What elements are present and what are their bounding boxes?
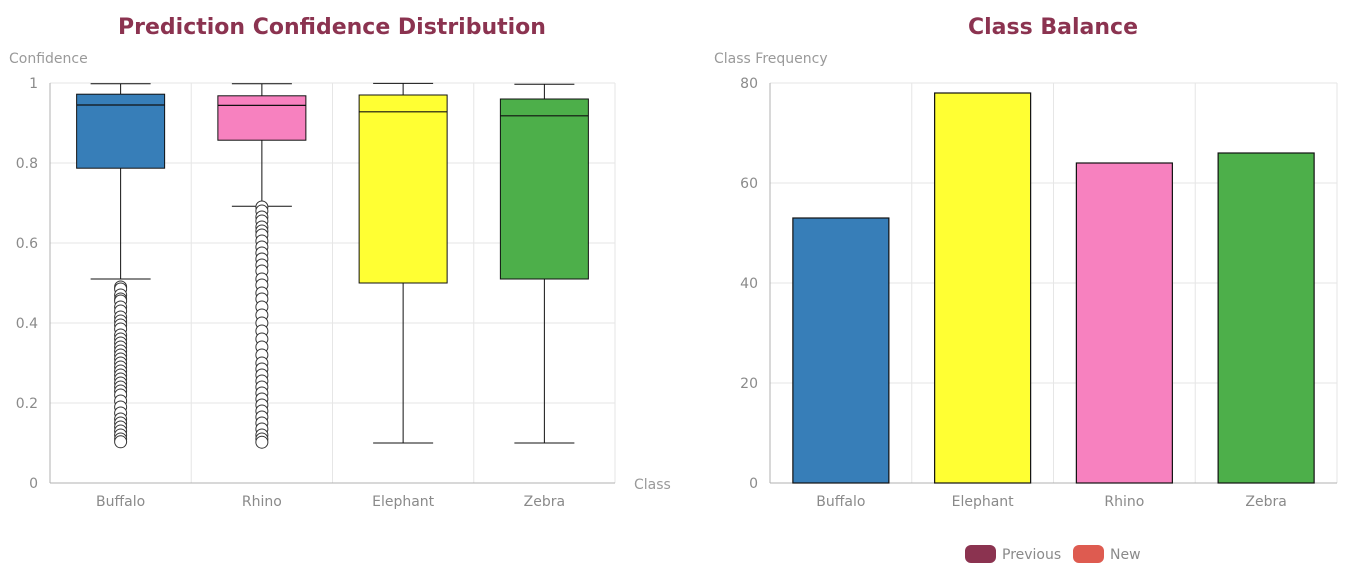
bar-xtick-buffalo: Buffalo: [816, 494, 865, 510]
bar-chart-ylabel: Class Frequency: [714, 51, 828, 67]
box-ytick-label: 0.2: [16, 396, 38, 412]
legend-label-previous[interactable]: Previous: [1002, 547, 1061, 563]
bar-buffalo[interactable]: [792, 217, 890, 484]
legend: Previous New: [965, 545, 1141, 563]
box-xtick-buffalo: Buffalo: [96, 494, 145, 510]
box-ytick-label: 1: [29, 76, 38, 92]
bar-rhino[interactable]: [1075, 162, 1173, 484]
box-chart-ylabel: Confidence: [9, 51, 88, 67]
legend-swatch-previous[interactable]: [965, 545, 996, 563]
bar-ytick-label: 40: [740, 276, 758, 292]
box-ytick-label: 0: [29, 476, 38, 492]
box-zebra[interactable]: [499, 83, 589, 444]
bar-elephant[interactable]: [934, 92, 1032, 484]
bar-ytick-label: 80: [740, 76, 758, 92]
box-xtick-rhino: Rhino: [242, 494, 282, 510]
box-iqr: [358, 94, 448, 284]
legend-label-new[interactable]: New: [1110, 547, 1141, 563]
box-ytick-label: 0.6: [16, 236, 38, 252]
box-chart-title: Prediction Confidence Distribution: [118, 15, 546, 40]
bar-xtick-elephant: Elephant: [952, 494, 1015, 510]
bar-ytick-label: 0: [749, 476, 758, 492]
bar-chart: 0 20 40 60 80 Buffalo Elephant Rhino Zebra: [740, 76, 1338, 510]
box-iqr: [76, 93, 166, 169]
legend-swatch-new[interactable]: [1073, 545, 1104, 563]
bar-xtick-zebra: Zebra: [1245, 494, 1286, 510]
outlier-point: [114, 435, 128, 449]
box-iqr: [499, 98, 589, 280]
box-rhino[interactable]: [217, 83, 307, 449]
box-ytick-label: 0.8: [16, 156, 38, 172]
outlier-point: [255, 435, 269, 449]
bar-ytick-label: 60: [740, 176, 758, 192]
bar-xtick-rhino: Rhino: [1104, 494, 1144, 510]
box-buffalo[interactable]: [76, 83, 166, 449]
box-chart-xlabel: Class: [634, 477, 671, 493]
box-iqr: [217, 95, 307, 141]
bar-zebra[interactable]: [1217, 152, 1315, 484]
box-xtick-zebra: Zebra: [524, 494, 565, 510]
box-xtick-elephant: Elephant: [372, 494, 435, 510]
box-elephant[interactable]: [358, 82, 448, 444]
box-chart: 0 0.2 0.4 0.6 0.8 1 Buffalo Rhino Elephant Zebra: [16, 76, 616, 510]
bar-ytick-label: 20: [740, 376, 758, 392]
box-ytick-label: 0.4: [16, 316, 38, 332]
bar-chart-title: Class Balance: [968, 15, 1138, 40]
